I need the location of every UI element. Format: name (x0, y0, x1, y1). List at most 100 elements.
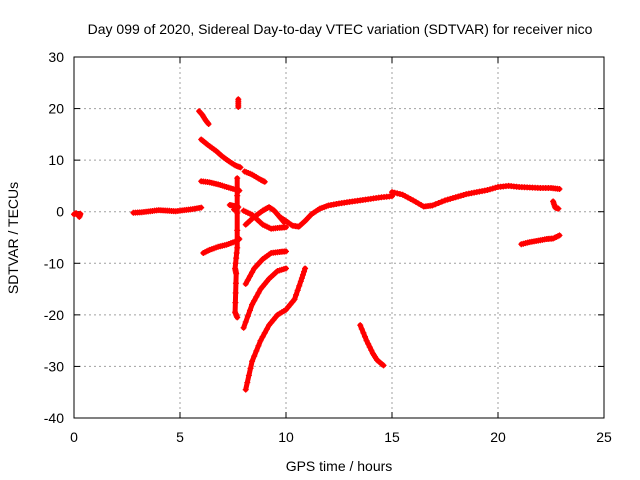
x-tick-label: 5 (176, 429, 184, 445)
data-point-marker (244, 277, 251, 284)
series-seg-09 (232, 175, 241, 321)
data-point-marker (233, 249, 240, 256)
data-point-marker (291, 296, 298, 303)
data-point-marker (263, 326, 270, 333)
data-point-marker (234, 210, 241, 217)
data-point-marker (251, 353, 258, 360)
data-point-marker (246, 273, 253, 280)
data-point-marker (249, 358, 256, 365)
data-point-marker (247, 365, 254, 372)
series-seg-01 (71, 210, 84, 220)
data-point-marker (257, 337, 264, 344)
y-axis: -40 -30 -20 -10 0 10 20 30 (44, 49, 604, 426)
data-point-marker (253, 293, 260, 300)
data-series (71, 96, 563, 393)
data-point-marker (255, 289, 262, 296)
series-seg-08 (235, 96, 242, 111)
data-point-marker (361, 333, 368, 340)
data-point-marker (232, 280, 239, 287)
data-point-marker (297, 278, 304, 285)
data-point-marker (460, 191, 467, 198)
series-seg-17 (357, 322, 387, 369)
data-point-marker (245, 372, 252, 379)
x-tick-label: 0 (70, 429, 78, 445)
data-point-marker (293, 291, 300, 298)
data-point-marker (438, 198, 445, 205)
series-seg-02 (130, 204, 205, 216)
data-point-marker (232, 260, 239, 267)
data-point-marker (246, 307, 253, 314)
data-point-marker (234, 244, 241, 251)
data-point-marker (244, 379, 251, 386)
data-point-marker (237, 164, 244, 171)
data-point-marker (242, 318, 249, 325)
data-point-marker (396, 191, 403, 198)
data-point-marker (484, 187, 491, 194)
data-point-marker (442, 197, 448, 204)
data-point-marker (233, 255, 240, 262)
data-point-marker (432, 201, 439, 208)
series-seg-19 (550, 198, 562, 212)
data-point-marker (232, 299, 239, 306)
data-point-marker (555, 205, 562, 212)
data-point-marker (358, 326, 365, 333)
grid-lines (74, 57, 604, 418)
data-point-marker (429, 202, 436, 209)
data-point-marker (242, 280, 249, 287)
y-tick-label: -30 (44, 358, 64, 374)
series-seg-16 (276, 193, 395, 230)
data-point-marker (234, 227, 241, 234)
data-point-marker (235, 104, 242, 111)
data-point-marker (261, 178, 268, 185)
data-point-marker (380, 362, 387, 369)
data-point-marker (198, 204, 205, 211)
x-tick-label: 15 (384, 429, 400, 445)
data-point-marker (299, 271, 306, 278)
data-point-marker (259, 333, 266, 340)
series-seg-20 (518, 232, 563, 248)
data-point-marker (234, 314, 241, 321)
data-point-marker (298, 275, 305, 282)
series-seg-04 (198, 136, 244, 171)
data-point-marker (244, 313, 251, 320)
data-point-marker (435, 199, 442, 206)
data-point-marker (368, 347, 375, 354)
data-point-marker (447, 195, 454, 202)
data-point-marker (492, 184, 499, 191)
data-point-marker (449, 195, 456, 202)
plot-frame (73, 56, 605, 419)
data-point-marker (204, 120, 211, 127)
data-point-marker (360, 329, 367, 336)
data-point-marker (556, 186, 563, 193)
y-tick-label: 10 (48, 152, 64, 168)
data-point-marker (296, 282, 303, 289)
data-point-marker (233, 270, 240, 277)
data-point-marker (234, 192, 241, 199)
y-tick-label: 20 (48, 101, 64, 117)
y-axis-label: SDTVAR / TECUs (5, 182, 21, 294)
data-point-marker (302, 265, 309, 272)
data-point-marker (363, 337, 370, 344)
series-seg-03 (196, 108, 212, 128)
y-tick-label: -40 (44, 410, 64, 426)
data-point-marker (391, 189, 398, 196)
data-point-marker (249, 269, 256, 276)
data-point-marker (389, 189, 395, 196)
data-point-marker (255, 342, 262, 349)
series-seg-15 (242, 265, 309, 393)
series-seg-18 (389, 182, 563, 210)
data-point-marker (394, 190, 401, 197)
series-seg-10 (241, 168, 268, 185)
x-tick-label: 20 (490, 429, 506, 445)
data-point-marker (283, 248, 289, 255)
data-point-marker (251, 297, 258, 304)
series-seg-13 (242, 248, 289, 287)
data-point-marker (240, 324, 247, 331)
data-point-marker (294, 287, 301, 294)
data-point-marker (283, 265, 289, 272)
data-point-marker (487, 186, 494, 193)
series-seg-14 (240, 265, 289, 331)
x-axis: 0 5 10 15 20 25 (70, 57, 612, 445)
data-point-marker (556, 232, 563, 239)
data-point-marker (283, 224, 289, 231)
